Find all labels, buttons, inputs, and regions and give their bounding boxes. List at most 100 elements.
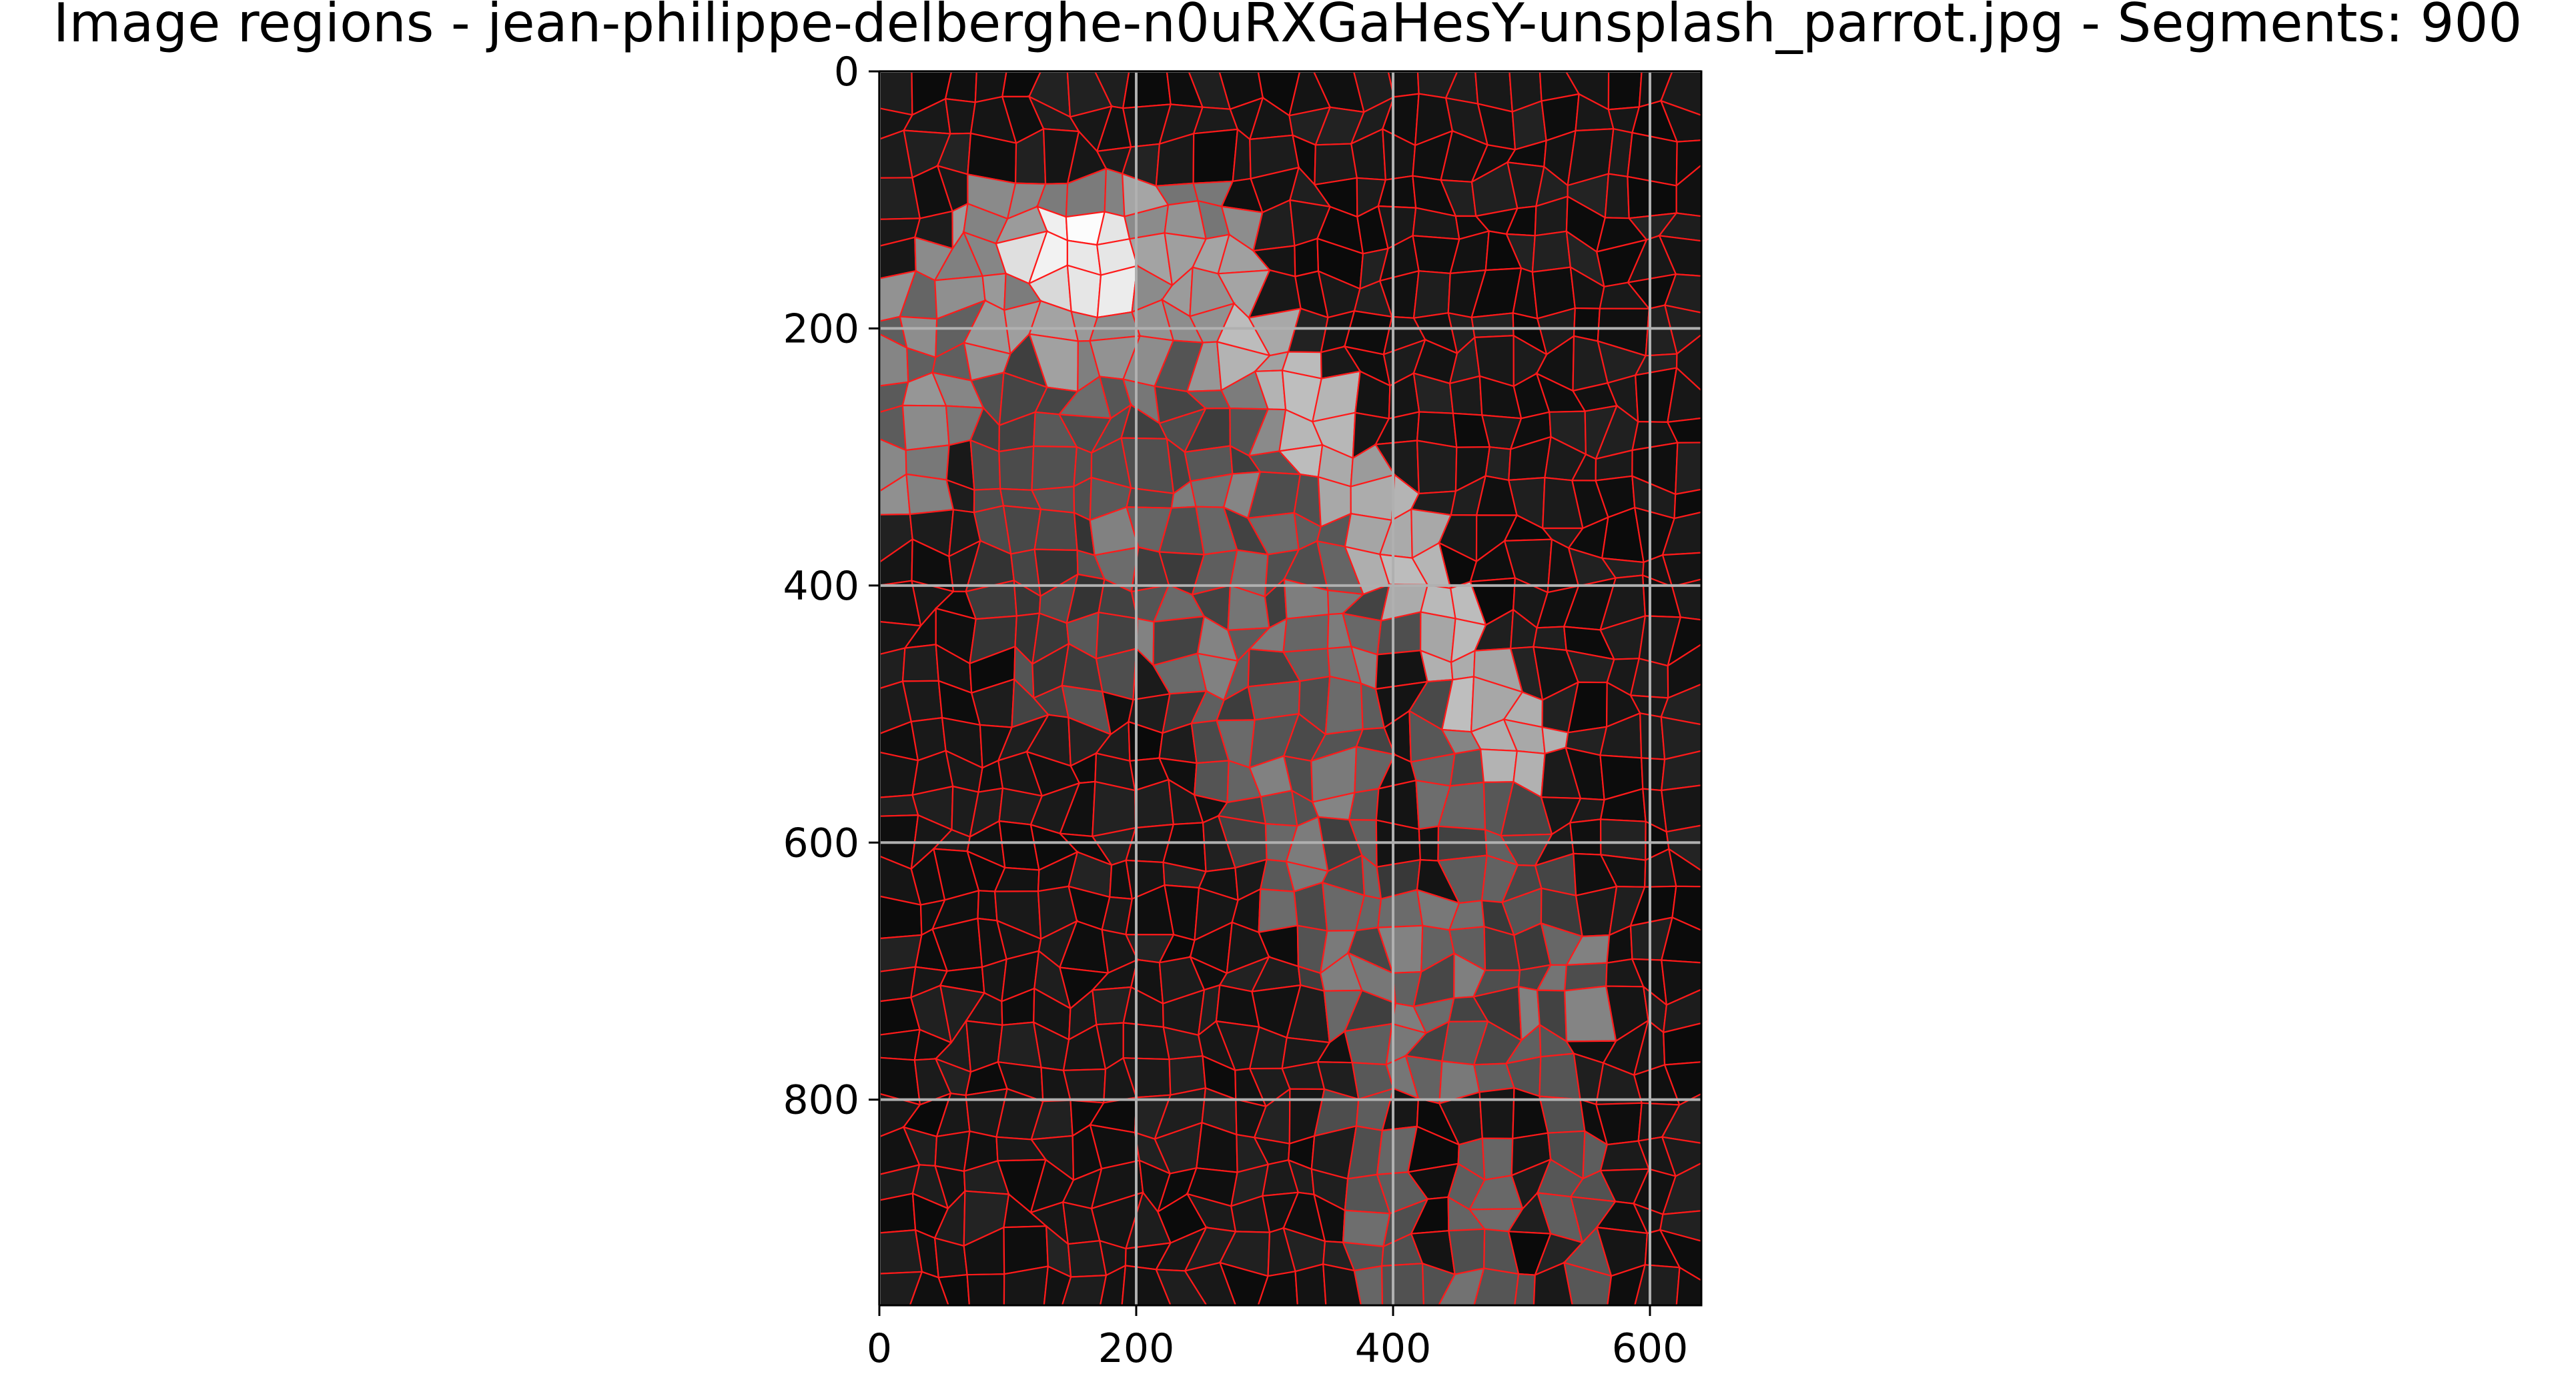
image-segment	[1661, 1136, 1701, 1178]
x-tick-label-0: 0	[867, 1325, 892, 1372]
image-segment	[1663, 1061, 1701, 1107]
image-segment	[1122, 71, 1172, 109]
image-segment	[1666, 417, 1701, 444]
image-segment	[998, 445, 1035, 491]
image-segment	[1533, 1261, 1573, 1305]
image-segment	[1294, 1263, 1327, 1305]
plot-area	[878, 70, 1703, 1307]
image-segment	[1438, 1267, 1485, 1305]
image-segment	[1563, 1261, 1613, 1305]
y-tick-label-400: 400	[783, 563, 859, 610]
image-segment	[1659, 99, 1701, 143]
image-segment	[1661, 511, 1701, 556]
image-segment	[1607, 71, 1643, 111]
image-segment	[1663, 273, 1701, 313]
image-segment	[1667, 366, 1701, 424]
image-segment	[1003, 1265, 1049, 1305]
image-segment	[1634, 1264, 1681, 1305]
image-segment	[1531, 230, 1572, 273]
y-axis: 0 200 400 600 800	[783, 49, 879, 1124]
image-segment	[1675, 333, 1701, 392]
axes-frame	[878, 70, 1703, 1307]
image-segment	[1448, 1228, 1486, 1275]
image-segment	[1671, 885, 1701, 932]
image-segment	[1660, 916, 1701, 964]
image-segment	[1538, 1095, 1586, 1134]
image-segment	[1658, 234, 1701, 277]
image-segment	[879, 71, 913, 116]
image-segment	[1675, 139, 1701, 187]
image-segment	[1667, 616, 1701, 668]
image-segment	[1641, 757, 1666, 792]
image-segment	[1412, 270, 1451, 319]
image-segment	[1599, 818, 1647, 861]
image-segment	[1033, 508, 1078, 552]
image-segment	[1671, 578, 1701, 621]
image-segment	[1667, 847, 1701, 888]
image-segment	[1184, 1261, 1237, 1305]
image-segment	[1662, 988, 1701, 1034]
x-tick-label-200: 200	[1098, 1325, 1175, 1372]
x-tick-label-600: 600	[1612, 1325, 1689, 1372]
image-segment	[1257, 1270, 1298, 1305]
image-segment	[1099, 1264, 1127, 1305]
image-segment	[1657, 212, 1701, 242]
y-tick-label-0: 0	[834, 49, 859, 95]
image-segment	[879, 1229, 923, 1275]
image-segment	[879, 966, 917, 1002]
image-segment	[1258, 888, 1298, 934]
image-segment	[1324, 675, 1364, 736]
image-segment	[1569, 818, 1602, 856]
image-segment	[1479, 748, 1519, 784]
image-segment	[1661, 552, 1701, 588]
image-segment	[966, 1273, 1005, 1305]
image-segment	[1043, 1265, 1072, 1305]
image-segment	[1416, 440, 1458, 495]
image-segment	[1660, 716, 1701, 760]
image-segment	[977, 890, 998, 922]
y-tick-label-200: 200	[783, 305, 859, 352]
image-segment	[1122, 1022, 1170, 1061]
image-segment	[1282, 613, 1330, 653]
image-segment	[1066, 264, 1102, 319]
image-segment	[1294, 237, 1320, 277]
image-segment	[1661, 750, 1701, 792]
image-segment	[1604, 173, 1630, 219]
image-segment	[1353, 1265, 1384, 1305]
image-segment	[1322, 1263, 1362, 1305]
image-segment	[1421, 1262, 1456, 1305]
image-segment	[1260, 789, 1298, 827]
image-segment	[1675, 164, 1701, 217]
x-axis: 0 200 400 600	[867, 1305, 1688, 1372]
image-segment	[1484, 446, 1512, 482]
image-segment	[1192, 128, 1239, 184]
image-segment	[1448, 375, 1483, 416]
image-segment	[1344, 1022, 1393, 1066]
image-segment	[1675, 1266, 1701, 1305]
image-segment	[937, 1273, 971, 1305]
image-segment	[879, 794, 919, 817]
image-segment	[1061, 1274, 1108, 1305]
image-segment	[1380, 1263, 1425, 1305]
image-segment	[1661, 1093, 1701, 1145]
image-segment	[1293, 881, 1328, 932]
image-segment	[1660, 683, 1701, 726]
segmented-image	[879, 71, 1701, 1305]
image-segment	[1031, 445, 1078, 492]
image-segment	[1675, 442, 1701, 496]
image-segment	[901, 644, 939, 682]
image-segment	[1481, 1137, 1514, 1181]
image-segment	[1659, 1210, 1701, 1242]
image-segment	[1218, 1261, 1269, 1305]
image-segment	[1661, 784, 1701, 833]
image-segment	[1342, 1209, 1391, 1248]
image-segment	[879, 1193, 917, 1234]
image-segment	[1478, 1087, 1515, 1140]
image-segment	[1473, 1267, 1520, 1305]
image-segment	[1659, 1229, 1701, 1281]
image-segment	[1470, 312, 1515, 339]
chart-title: Image regions - jean-philippe-delberghe-…	[53, 0, 2522, 54]
image-segment	[879, 751, 919, 798]
y-tick-label-600: 600	[783, 820, 859, 866]
